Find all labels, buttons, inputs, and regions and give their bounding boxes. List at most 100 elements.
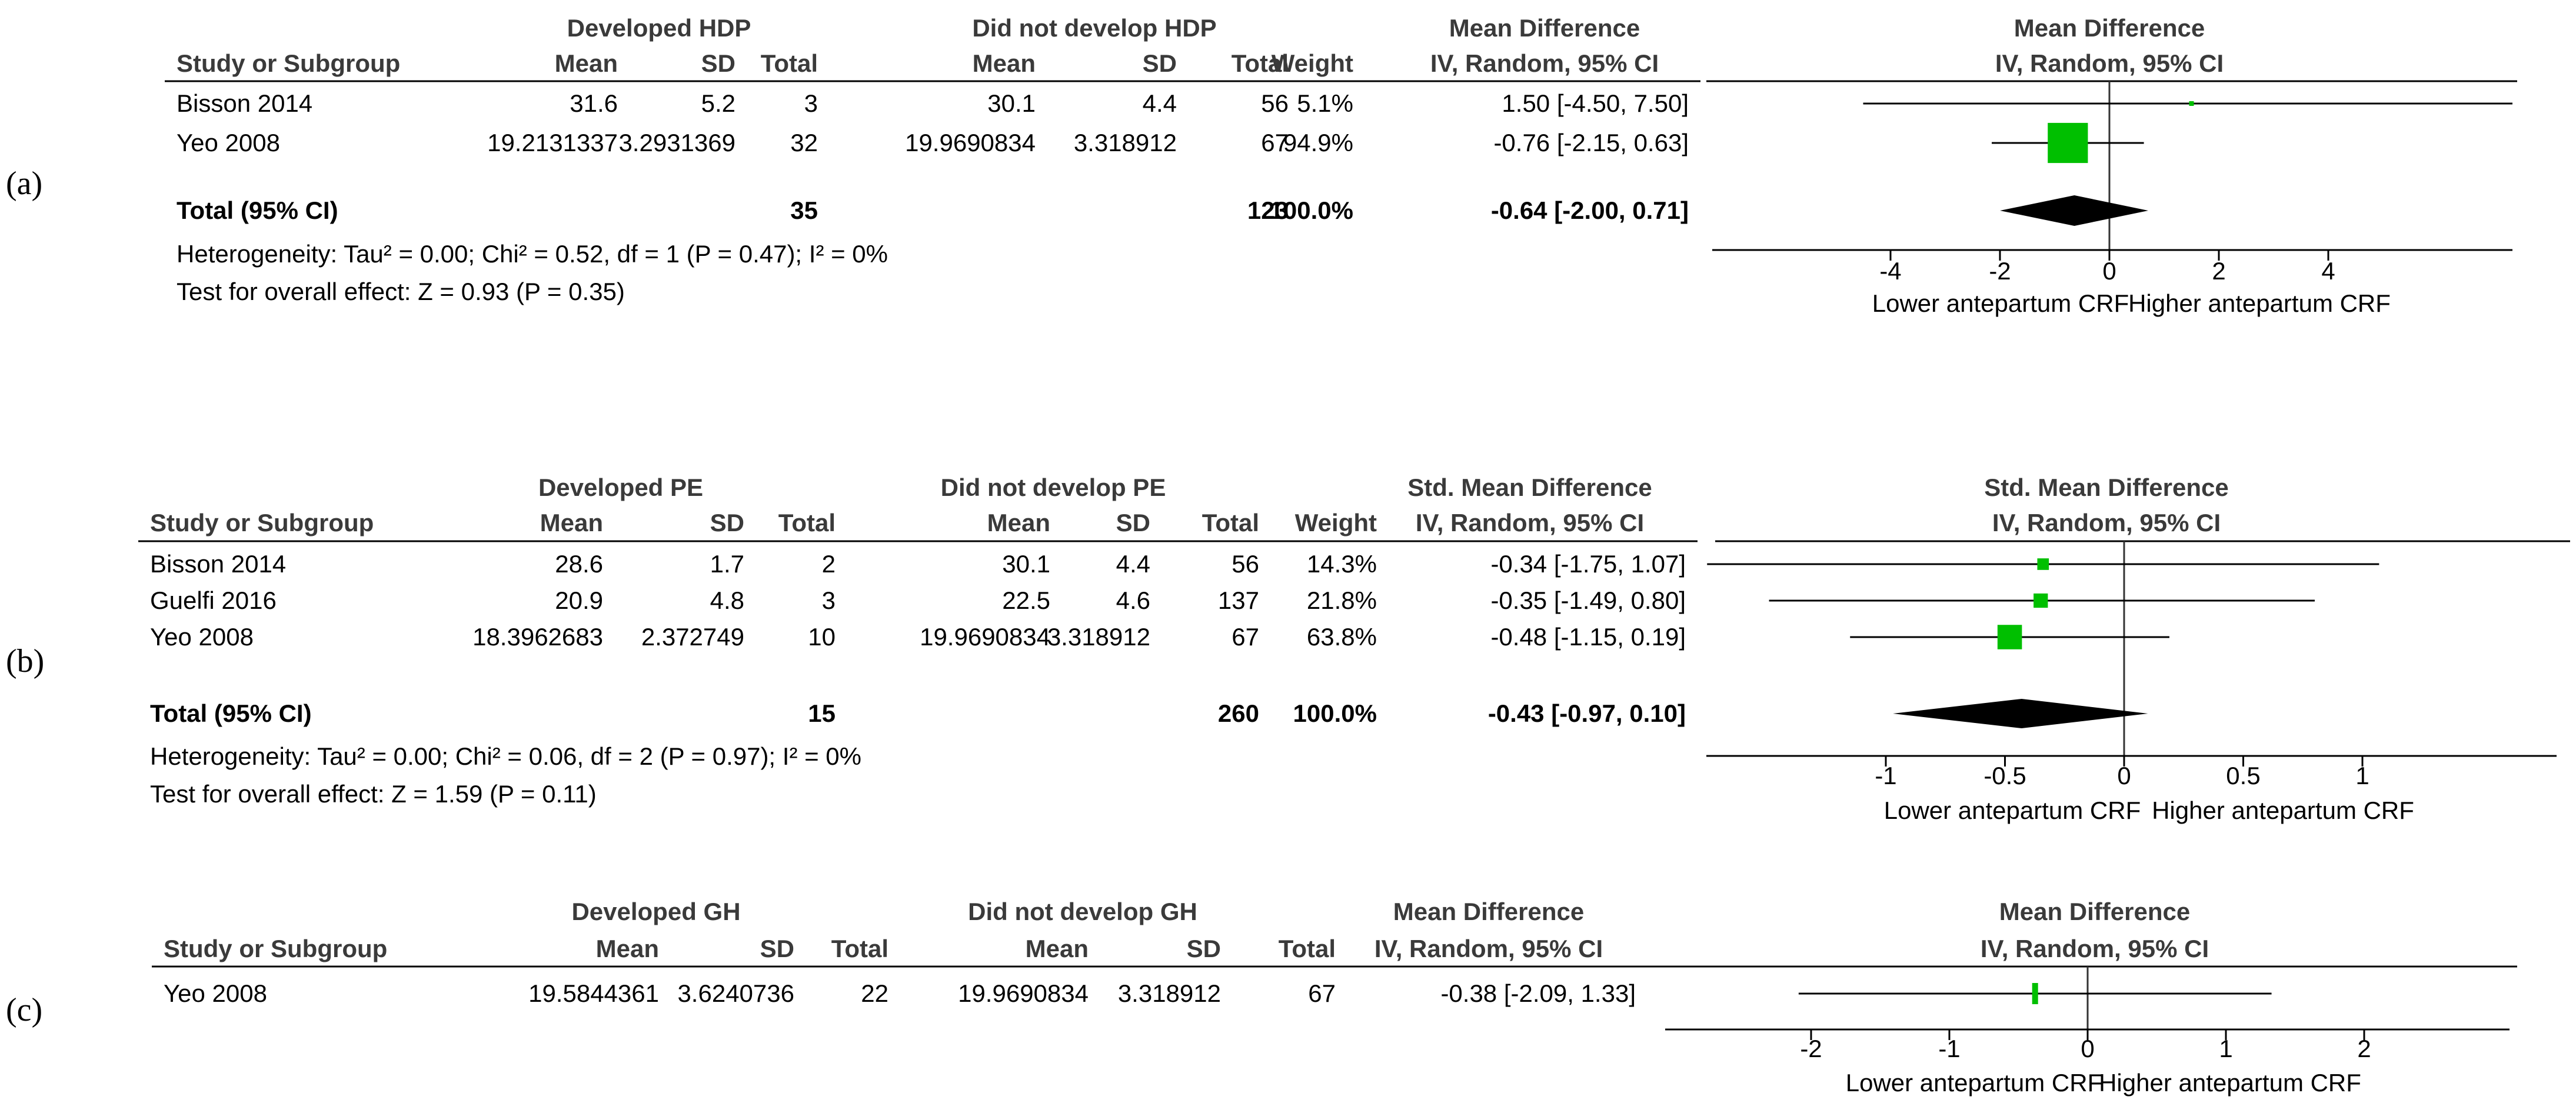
group1-mean: 20.9 — [555, 587, 603, 614]
total-weight: 100.0% — [1293, 699, 1377, 727]
study-ci: -0.38 [-2.09, 1.33] — [1440, 979, 1636, 1007]
study-ci: 1.50 [-4.50, 7.50] — [1502, 89, 1689, 117]
column-header-total-1: Total — [831, 935, 888, 962]
study-ci: -0.76 [-2.15, 0.63] — [1493, 129, 1689, 156]
group2-mean: 30.1 — [1002, 550, 1050, 578]
plot-header: Std. Mean Difference — [1984, 474, 2228, 501]
pooled-estimate-diamond — [2000, 195, 2149, 226]
column-header-sd-2: SD — [1143, 49, 1177, 77]
x-tick-label: 4 — [2321, 257, 2335, 285]
heterogeneity-text: Heterogeneity: Tau² = 0.00; Chi² = 0.06,… — [150, 742, 861, 770]
favours-left-label: Lower antepartum CRF — [1872, 289, 2129, 317]
x-tick-label: 1 — [2355, 762, 2369, 789]
group2-sd: 4.6 — [1116, 587, 1150, 614]
pooled-estimate-diamond — [1893, 699, 2148, 728]
plot-subheader: IV, Random, 95% CI — [1992, 509, 2221, 536]
total-group1: 15 — [808, 699, 836, 727]
study-name: Yeo 2008 — [164, 979, 267, 1007]
x-tick-label: 2 — [2357, 1035, 2371, 1062]
column-header-sd-1: SD — [760, 935, 794, 962]
group1-sd: 4.8 — [710, 587, 744, 614]
group2-header: Did not develop GH — [968, 898, 1197, 925]
group1-sd: 2.372749 — [641, 623, 744, 651]
x-tick-label: -4 — [1879, 257, 1901, 285]
plot-subheader: IV, Random, 95% CI — [1981, 935, 2209, 962]
study-name: Bisson 2014 — [150, 550, 286, 578]
x-tick-label: -1 — [1875, 762, 1896, 789]
study-estimate-box — [2033, 593, 2048, 608]
group1-total: 2 — [822, 550, 836, 578]
column-header-mean-1: Mean — [596, 935, 659, 962]
column-header-total-2: Total — [1202, 509, 1259, 536]
group2-sd: 3.318912 — [1118, 979, 1221, 1007]
group1-header: Developed HDP — [567, 14, 751, 42]
group1-total: 22 — [861, 979, 888, 1007]
group1-sd: 3.6240736 — [677, 979, 794, 1007]
effect-subheader: IV, Random, 95% CI — [1416, 509, 1644, 536]
group1-total: 10 — [808, 623, 836, 651]
forest-panel-1: (a) Developed HDP Did not develop HDP Mean … — [6, 14, 2517, 317]
group1-mean: 18.3962683 — [472, 623, 603, 651]
x-tick-label: 0 — [2081, 1035, 2094, 1062]
x-tick-label: 1 — [2219, 1035, 2232, 1062]
x-tick-label: 0 — [2102, 257, 2116, 285]
group1-mean: 19.5844361 — [528, 979, 659, 1007]
forest-panel-2: (b) Developed PE Did not develop PE Std. Me… — [6, 474, 2570, 824]
group1-sd: 5.2 — [701, 89, 735, 117]
column-header-study: Study or Subgroup — [177, 49, 400, 77]
group2-total: 56 — [1232, 550, 1259, 578]
group1-total: 3 — [822, 587, 836, 614]
column-header-mean-2: Mean — [973, 49, 1036, 77]
column-header-mean-1: Mean — [555, 49, 618, 77]
x-tick-label: -2 — [1989, 257, 2011, 285]
effect-header: Mean Difference — [1449, 14, 1640, 42]
overall-effect-text: Test for overall effect: Z = 0.93 (P = 0… — [177, 278, 625, 305]
group2-sd: 3.318912 — [1074, 129, 1177, 156]
total-weight: 100.0% — [1270, 196, 1353, 224]
favours-right-label: Higher antepartum CRF — [2152, 797, 2414, 824]
column-header-mean-2: Mean — [987, 509, 1050, 536]
column-header-weight: Weight — [1272, 49, 1353, 77]
favours-left-label: Lower antepartum CRF — [1846, 1069, 2103, 1097]
effect-subheader: IV, Random, 95% CI — [1374, 935, 1603, 962]
group2-total: 67 — [1232, 623, 1259, 651]
study-weight: 63.8% — [1307, 623, 1377, 651]
column-header-total-1: Total — [761, 49, 818, 77]
x-tick-label: -2 — [1800, 1035, 1822, 1062]
total-label: Total (95% CI) — [177, 196, 338, 224]
group2-sd: 4.4 — [1116, 550, 1150, 578]
total-group2: 123 — [1247, 196, 1289, 224]
group2-mean: 19.9690834 — [958, 979, 1089, 1007]
group2-total: 137 — [1218, 587, 1259, 614]
column-header-sd-2: SD — [1187, 935, 1221, 962]
panel-label: (c) — [6, 992, 42, 1028]
column-header-total-2: Total — [1279, 935, 1336, 962]
study-ci: -0.48 [-1.15, 0.19] — [1490, 623, 1686, 651]
study-ci: -0.34 [-1.75, 1.07] — [1490, 550, 1686, 578]
study-estimate-box — [2189, 101, 2194, 106]
column-header-study: Study or Subgroup — [150, 509, 374, 536]
effect-header: Mean Difference — [1393, 898, 1584, 925]
favours-left-label: Lower antepartum CRF — [1884, 797, 2141, 824]
x-tick-label: 2 — [2212, 257, 2225, 285]
study-estimate-box — [2048, 122, 2088, 164]
group1-mean: 19.2131337 — [487, 129, 618, 156]
study-weight: 94.9% — [1283, 129, 1353, 156]
total-group2: 260 — [1218, 699, 1259, 727]
study-ci: -0.35 [-1.49, 0.80] — [1490, 587, 1686, 614]
group2-mean: 22.5 — [1002, 587, 1050, 614]
group1-header: Developed PE — [538, 474, 703, 501]
favours-right-label: Higher antepartum CRF — [2099, 1069, 2361, 1097]
panel-label: (b) — [6, 643, 44, 679]
group1-sd: 3.2931369 — [618, 129, 735, 156]
group1-total: 3 — [804, 89, 818, 117]
total-ci: -0.64 [-2.00, 0.71] — [1491, 196, 1689, 224]
total-label: Total (95% CI) — [150, 699, 312, 727]
column-header-sd-1: SD — [710, 509, 744, 536]
group1-sd: 1.7 — [710, 550, 744, 578]
column-header-sd-2: SD — [1116, 509, 1150, 536]
group2-header: Did not develop PE — [941, 474, 1166, 501]
group2-header: Did not develop HDP — [972, 14, 1216, 42]
column-header-weight: Weight — [1295, 509, 1377, 536]
